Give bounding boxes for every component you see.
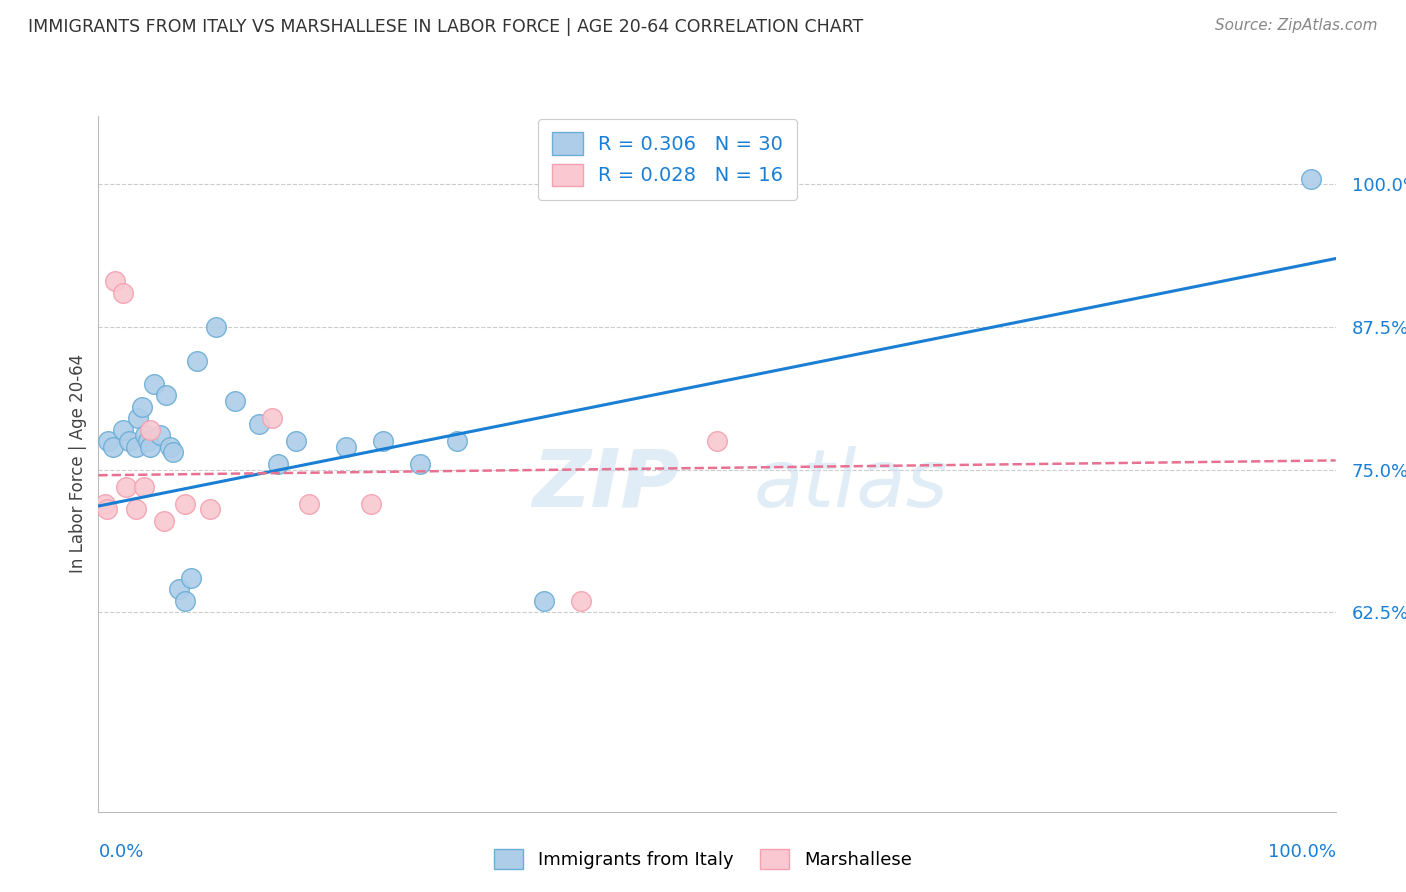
Point: [533, 593, 555, 607]
Point: [224, 394, 246, 409]
Point: [569, 593, 592, 607]
Point: [118, 434, 141, 448]
Point: [186, 354, 208, 368]
Point: [298, 497, 321, 511]
Point: [93, 497, 115, 511]
Point: [285, 434, 308, 448]
Point: [124, 440, 146, 454]
Point: [103, 274, 125, 288]
Point: [706, 434, 728, 448]
Point: [139, 423, 162, 437]
Point: [136, 434, 159, 448]
Point: [103, 440, 125, 454]
Point: [124, 502, 146, 516]
Point: [360, 497, 382, 511]
Point: [134, 480, 156, 494]
Point: [260, 411, 283, 425]
Point: [155, 388, 177, 402]
Point: [134, 428, 156, 442]
Point: [159, 440, 181, 454]
Point: [114, 480, 136, 494]
Point: [267, 457, 290, 471]
Y-axis label: In Labor Force | Age 20-64: In Labor Force | Age 20-64: [69, 354, 87, 574]
Point: [180, 571, 202, 585]
Point: [205, 320, 228, 334]
Point: [153, 514, 176, 528]
Point: [162, 445, 184, 459]
Point: [139, 440, 162, 454]
Point: [112, 423, 135, 437]
Point: [1299, 171, 1322, 186]
Point: [371, 434, 394, 448]
Point: [174, 593, 197, 607]
Point: [112, 285, 135, 300]
Text: atlas: atlas: [754, 446, 949, 524]
Point: [409, 457, 432, 471]
Point: [131, 400, 153, 414]
Point: [335, 440, 357, 454]
Text: 100.0%: 100.0%: [1268, 843, 1336, 861]
Point: [97, 434, 120, 448]
Point: [96, 502, 118, 516]
Point: [247, 417, 270, 431]
Text: 0.0%: 0.0%: [98, 843, 143, 861]
Point: [446, 434, 468, 448]
Text: Source: ZipAtlas.com: Source: ZipAtlas.com: [1215, 18, 1378, 33]
Point: [198, 502, 221, 516]
Point: [167, 582, 190, 597]
Legend: R = 0.306   N = 30, R = 0.028   N = 16: R = 0.306 N = 30, R = 0.028 N = 16: [538, 119, 797, 200]
Text: IMMIGRANTS FROM ITALY VS MARSHALLESE IN LABOR FORCE | AGE 20-64 CORRELATION CHAR: IMMIGRANTS FROM ITALY VS MARSHALLESE IN …: [28, 18, 863, 36]
Point: [127, 411, 149, 425]
Point: [143, 376, 166, 391]
Point: [149, 428, 172, 442]
Text: ZIP: ZIP: [533, 446, 681, 524]
Point: [174, 497, 197, 511]
Legend: Immigrants from Italy, Marshallese: Immigrants from Italy, Marshallese: [485, 839, 921, 879]
